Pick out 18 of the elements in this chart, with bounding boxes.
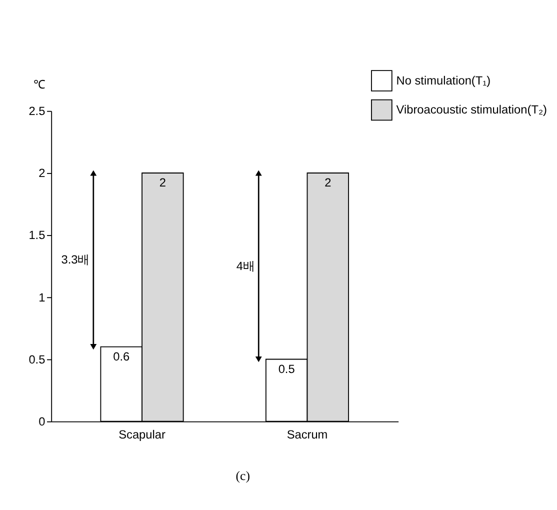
y-tick-label: 0.5 bbox=[28, 352, 46, 366]
data-label: 0.6 bbox=[113, 350, 130, 364]
annotation: 4배 bbox=[236, 258, 255, 273]
y-tick-label: 2 bbox=[38, 166, 46, 180]
y-axis-title: ℃ bbox=[33, 78, 46, 92]
data-label: 0.5 bbox=[278, 362, 296, 376]
y-tick-label: 1 bbox=[38, 290, 46, 304]
y-tick-label: 2.5 bbox=[28, 104, 46, 118]
x-tick-label: Scapular bbox=[118, 427, 166, 442]
legend-label: No stimulation(T₁) bbox=[396, 73, 491, 88]
data-label: 2 bbox=[159, 176, 166, 190]
legend-label: Vibroacoustic stimulation(T₂) bbox=[396, 102, 548, 117]
text: (c) bbox=[236, 468, 250, 483]
y-tick-label: 0 bbox=[38, 414, 46, 428]
x-tick-label: Sacrum bbox=[286, 427, 328, 442]
y-tick-label: 1.5 bbox=[28, 228, 46, 242]
data-label: 2 bbox=[324, 176, 332, 190]
annotation: 3.3배 bbox=[61, 252, 90, 267]
